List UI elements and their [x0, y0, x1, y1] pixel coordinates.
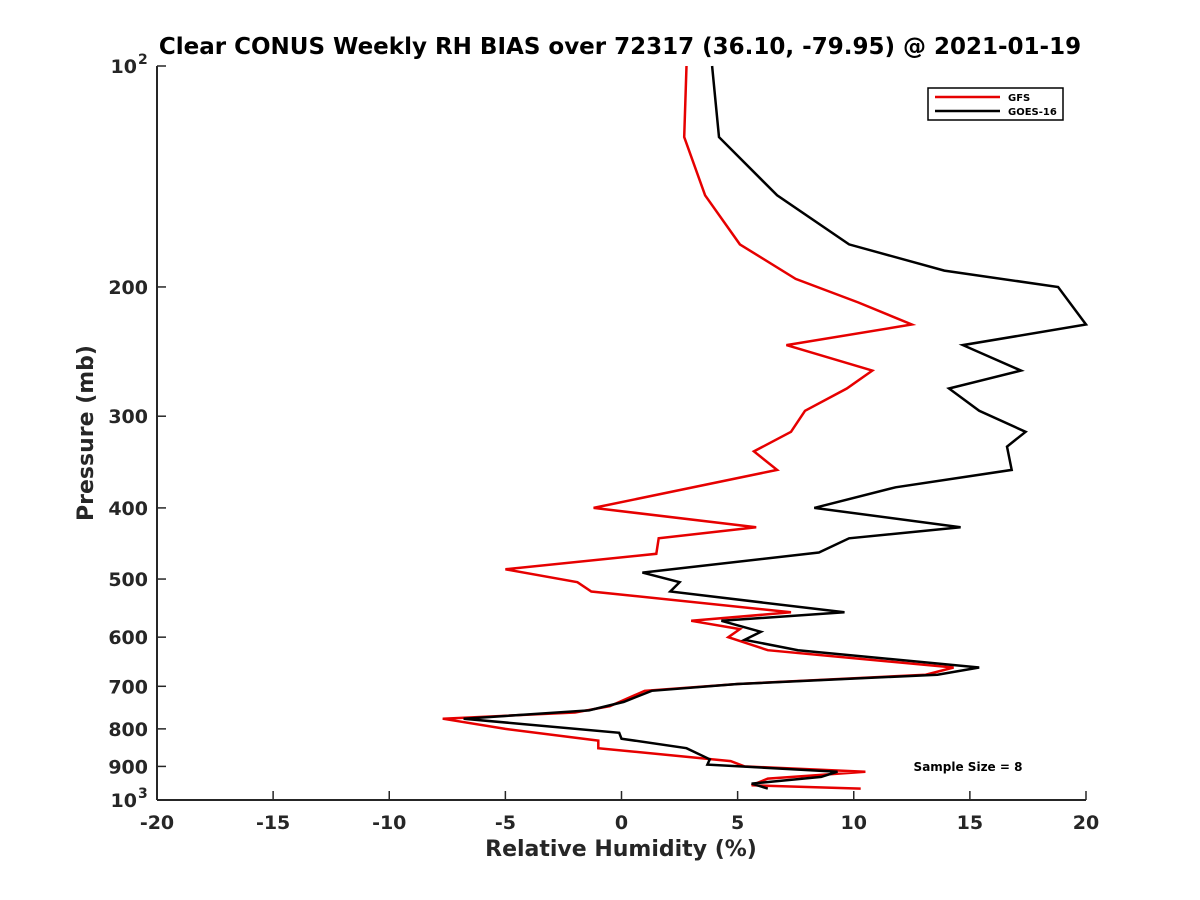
- series-line-goes16: [463, 65, 1089, 790]
- sample-size-note: Sample Size = 8: [914, 760, 1023, 774]
- x-tick-label: -5: [495, 812, 516, 834]
- y-tick-label: 500: [108, 569, 148, 591]
- y-tick-label: 300: [108, 406, 148, 428]
- x-tick-label: -10: [372, 812, 406, 834]
- chart-title: Clear CONUS Weekly RH BIAS over 72317 (3…: [159, 34, 1081, 60]
- x-tick-label: 0: [615, 812, 628, 834]
- y-tick-label: 10: [111, 56, 137, 78]
- y-tick-label: 800: [108, 719, 148, 741]
- x-tick-label: 20: [1073, 812, 1099, 834]
- x-tick-label: 10: [841, 812, 867, 834]
- axes: [156, 66, 1086, 801]
- plot-lines: [442, 65, 1089, 790]
- legend-label-goes16: GOES-16: [1008, 107, 1057, 118]
- y-tick-label: 400: [108, 498, 148, 520]
- x-axis-label: Relative Humidity (%): [485, 837, 757, 862]
- y-tick-exponent: 3: [138, 786, 148, 802]
- x-tick-label: 15: [957, 812, 983, 834]
- y-tick-exponent: 2: [138, 52, 148, 68]
- y-tick-label: 900: [108, 756, 148, 778]
- y-axis-label: Pressure (mb): [74, 345, 99, 521]
- y-tick-label: 200: [108, 277, 148, 299]
- y-tick-label: 10: [111, 790, 137, 812]
- y-tick-label: 600: [108, 627, 148, 649]
- legend-label-gfs: GFS: [1008, 93, 1030, 104]
- series-line-gfs: [442, 65, 954, 790]
- x-ticks: -20 -15 -10 -5 0 5 10 15 20: [140, 791, 1099, 834]
- legend: GFS GOES-16: [927, 87, 1064, 121]
- x-tick-label: 5: [731, 812, 744, 834]
- x-tick-label: -20: [140, 812, 174, 834]
- legend-box: [927, 87, 1064, 121]
- x-tick-label: -15: [256, 812, 290, 834]
- y-tick-label: 700: [108, 676, 148, 698]
